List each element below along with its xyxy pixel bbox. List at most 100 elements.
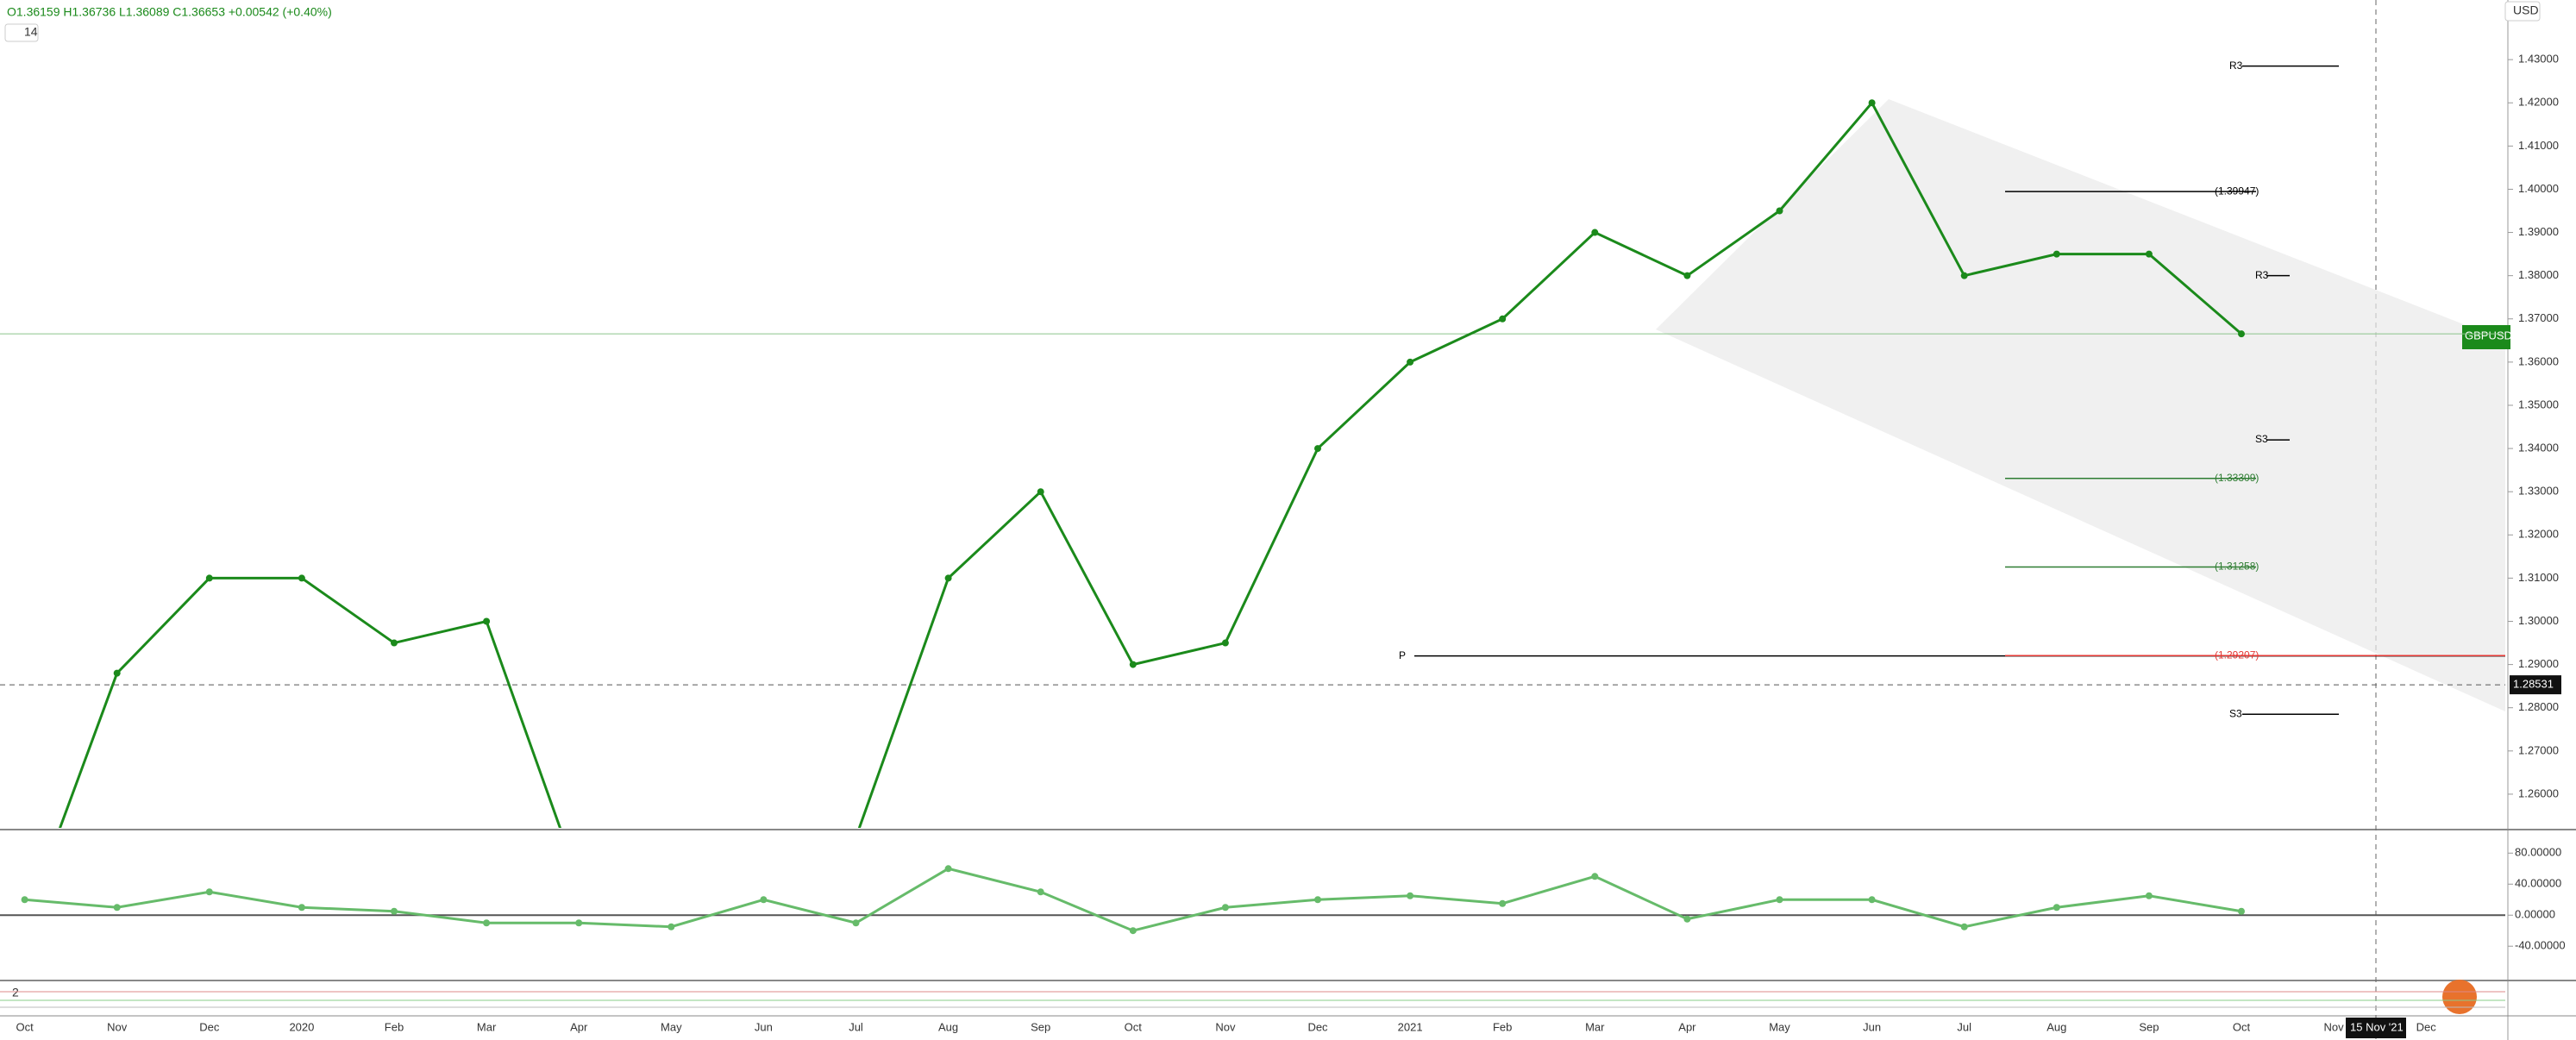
x-tick-label: May: [661, 1020, 682, 1033]
point: [113, 669, 121, 677]
ohlc-header: O1.36159 H1.36736 L1.36089 C1.36653 +0.0…: [7, 5, 332, 19]
y2-tick-label: 0.00000: [2515, 908, 2555, 921]
x-tick-label: Nov: [1215, 1020, 1236, 1033]
y-tick-label: 1.35000: [2518, 398, 2559, 410]
level-label: R3: [2229, 60, 2243, 72]
currency-box[interactable]: [2504, 1, 2541, 22]
point: [1683, 915, 1691, 923]
point: [668, 923, 675, 930]
crosshair-date: 15 Nov '21: [2350, 1020, 2404, 1033]
level-label: (1.31258): [2215, 561, 2259, 573]
point: [391, 907, 398, 915]
countdown: 13:58:12: [2513, 338, 2557, 351]
point: [852, 919, 860, 927]
date-tag: [2346, 1018, 2406, 1038]
point: [22, 920, 28, 927]
level-label: (1.39947): [2215, 185, 2259, 197]
level-label: S3: [2255, 433, 2268, 445]
point: [1221, 904, 1229, 912]
level-label: S3: [2229, 707, 2242, 719]
point: [1868, 99, 1876, 107]
x-tick-label: Nov: [2324, 1020, 2345, 1033]
x-tick-label: Dec: [2416, 1020, 2437, 1033]
x-tick-label: Oct: [1125, 1020, 1143, 1033]
x-tick-label: Jun: [1863, 1020, 1881, 1033]
regression-channel: [1656, 99, 2505, 711]
point: [1129, 927, 1137, 935]
last-price-label: 1.36653: [2513, 320, 2554, 333]
y-tick-label: 1.33000: [2518, 485, 2559, 498]
y-tick-label: 1.38000: [2518, 268, 2559, 281]
point: [668, 877, 674, 884]
point: [1868, 896, 1876, 904]
symbol: GBPUSD: [2465, 329, 2512, 341]
y-tick-label: 1.41000: [2518, 139, 2559, 152]
point: [760, 834, 767, 841]
y-tick-label: 1.43000: [2518, 53, 2559, 66]
point: [2053, 250, 2060, 258]
logo: [2442, 980, 2477, 1014]
y-tick-label: 1.31000: [2518, 571, 2559, 584]
y2-tick-label: 80.00000: [2515, 846, 2561, 859]
point: [1221, 639, 1229, 647]
y-tick-label: 1.30000: [2518, 614, 2559, 627]
x-tick-label: 2021: [1398, 1020, 1423, 1033]
point: [2053, 904, 2060, 912]
series-line: [24, 867, 2242, 932]
y2-tick-label: -40.00000: [2515, 939, 2566, 952]
point: [1960, 272, 1968, 279]
point: [205, 888, 213, 896]
point: [944, 865, 952, 873]
x-tick-label: Feb: [385, 1020, 404, 1033]
point: [2145, 250, 2153, 258]
y-tick-label: 1.29000: [2518, 657, 2559, 670]
x-tick-label: May: [1769, 1020, 1790, 1033]
x-tick-label: 2020: [289, 1020, 314, 1033]
point: [1407, 892, 1414, 899]
interval-box[interactable]: [4, 23, 39, 42]
currency[interactable]: USD: [2513, 3, 2539, 17]
point: [2238, 330, 2245, 338]
x-tick-label: Sep: [1031, 1020, 1050, 1033]
point: [1129, 661, 1137, 668]
x-tick-label: Jul: [849, 1020, 863, 1033]
x-tick-label: Feb: [1493, 1020, 1512, 1033]
point: [2145, 892, 2153, 899]
x-tick-label: Oct: [2233, 1020, 2251, 1033]
symbol-tag: [2462, 325, 2510, 349]
y-tick-label: 1.40000: [2518, 182, 2559, 195]
level-label: (1.29207): [2215, 648, 2259, 661]
point: [853, 834, 860, 841]
point: [483, 617, 491, 625]
x-tick-label: Apr: [570, 1020, 588, 1033]
point: [113, 904, 121, 912]
point: [1037, 888, 1044, 896]
x-tick-label: Oct: [16, 1020, 34, 1033]
point: [575, 877, 582, 884]
x-tick-label: Nov: [107, 1020, 128, 1033]
point: [391, 639, 398, 647]
x-tick-label: Dec: [199, 1020, 220, 1033]
x-tick-label: Apr: [1678, 1020, 1696, 1033]
y-tick-label: 1.34000: [2518, 442, 2559, 454]
y-tick-label: 1.32000: [2518, 528, 2559, 541]
point: [760, 896, 768, 904]
y-tick-label: 1.36000: [2518, 354, 2559, 367]
crosshair-tag: [2510, 675, 2561, 695]
point: [1776, 207, 1783, 215]
y-tick-label: 1.39000: [2518, 225, 2559, 238]
x-tick-label: Mar: [477, 1020, 497, 1033]
x-tick-label: Mar: [1585, 1020, 1605, 1033]
level-label: (1.33309): [2215, 472, 2259, 484]
point: [1591, 229, 1599, 236]
point: [575, 919, 583, 927]
x-tick-label: Jul: [1957, 1020, 1971, 1033]
interval[interactable]: 14: [24, 25, 38, 39]
point: [1499, 899, 1507, 907]
x-tick-label: Dec: [1307, 1020, 1328, 1033]
point: [298, 574, 305, 582]
x-tick-label: Jun: [755, 1020, 773, 1033]
point: [1037, 488, 1044, 496]
point: [1776, 896, 1783, 904]
point: [1960, 923, 1968, 930]
